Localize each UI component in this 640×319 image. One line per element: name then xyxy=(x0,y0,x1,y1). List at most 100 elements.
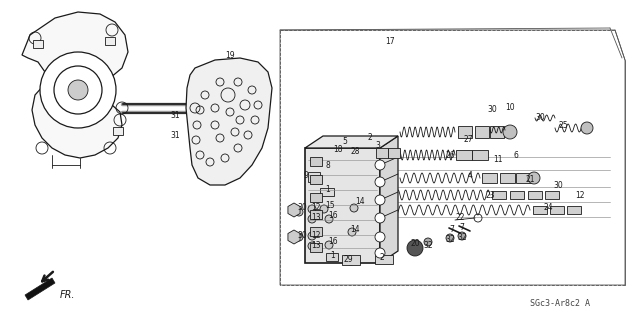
Text: 26: 26 xyxy=(445,151,455,160)
Text: 28: 28 xyxy=(350,147,360,157)
Text: 30: 30 xyxy=(535,114,545,122)
Text: 25: 25 xyxy=(558,121,568,130)
Circle shape xyxy=(308,215,316,223)
Circle shape xyxy=(424,238,432,246)
Polygon shape xyxy=(380,136,398,263)
Circle shape xyxy=(375,195,385,205)
Circle shape xyxy=(350,204,358,212)
Text: 18: 18 xyxy=(333,145,343,154)
Text: 1: 1 xyxy=(326,186,330,195)
Circle shape xyxy=(68,80,88,100)
Bar xyxy=(500,173,515,183)
Circle shape xyxy=(458,232,466,240)
Text: 8: 8 xyxy=(326,160,330,169)
Bar xyxy=(326,253,338,261)
Circle shape xyxy=(40,52,116,128)
Bar xyxy=(516,173,531,183)
Circle shape xyxy=(348,228,356,236)
Circle shape xyxy=(375,248,385,258)
Circle shape xyxy=(295,233,303,241)
Bar xyxy=(376,148,388,158)
Text: 16: 16 xyxy=(328,238,338,247)
Text: 7: 7 xyxy=(460,224,465,233)
Circle shape xyxy=(375,177,385,187)
Circle shape xyxy=(528,172,540,184)
Circle shape xyxy=(308,205,316,213)
Circle shape xyxy=(325,215,333,223)
Text: 23: 23 xyxy=(485,190,495,199)
Bar xyxy=(320,188,334,196)
Text: 12: 12 xyxy=(311,204,321,212)
Text: 13: 13 xyxy=(311,241,321,249)
Text: 16: 16 xyxy=(328,211,338,219)
Text: 11: 11 xyxy=(493,155,503,165)
Bar xyxy=(533,206,547,214)
Text: 29: 29 xyxy=(343,256,353,264)
Bar xyxy=(310,243,322,252)
Text: 2: 2 xyxy=(367,133,372,143)
Text: SGc3-Ar8c2 A: SGc3-Ar8c2 A xyxy=(530,299,590,308)
Bar xyxy=(375,255,393,264)
Circle shape xyxy=(375,160,385,170)
Text: 31: 31 xyxy=(170,130,180,139)
Text: 12: 12 xyxy=(311,231,321,240)
Text: 30: 30 xyxy=(553,181,563,189)
Bar xyxy=(33,40,43,48)
Bar xyxy=(545,191,559,199)
Bar xyxy=(550,206,564,214)
Bar xyxy=(113,127,123,135)
Text: 27: 27 xyxy=(463,136,473,145)
Circle shape xyxy=(295,208,303,216)
Polygon shape xyxy=(288,230,300,244)
Polygon shape xyxy=(305,136,398,148)
Bar xyxy=(310,210,322,219)
Circle shape xyxy=(308,232,316,240)
Text: 24: 24 xyxy=(543,204,553,212)
Polygon shape xyxy=(25,278,55,300)
Text: 6: 6 xyxy=(513,151,518,160)
Text: 22: 22 xyxy=(455,213,465,222)
Text: 19: 19 xyxy=(225,50,235,60)
Bar xyxy=(528,191,542,199)
Text: 12: 12 xyxy=(575,190,585,199)
Bar xyxy=(482,173,497,183)
Text: 1: 1 xyxy=(331,250,335,259)
Text: FR.: FR. xyxy=(60,290,76,300)
Polygon shape xyxy=(186,58,272,185)
Circle shape xyxy=(375,232,385,242)
Text: 21: 21 xyxy=(525,175,535,184)
Bar xyxy=(472,150,488,160)
Text: 20: 20 xyxy=(410,239,420,248)
Text: 30: 30 xyxy=(487,106,497,115)
Text: 9: 9 xyxy=(303,170,308,180)
Text: 7: 7 xyxy=(449,226,454,234)
Circle shape xyxy=(503,125,517,139)
Circle shape xyxy=(325,241,333,249)
Bar xyxy=(105,37,115,45)
Text: 2: 2 xyxy=(380,254,385,263)
Bar xyxy=(388,148,400,158)
Bar xyxy=(475,126,489,138)
Bar xyxy=(510,191,524,199)
Bar xyxy=(490,126,504,138)
Circle shape xyxy=(407,240,423,256)
Circle shape xyxy=(446,234,454,242)
Text: 13: 13 xyxy=(311,213,321,222)
Text: 30: 30 xyxy=(297,204,307,212)
Bar xyxy=(567,206,581,214)
Text: 14: 14 xyxy=(350,226,360,234)
Circle shape xyxy=(375,213,385,223)
Text: 15: 15 xyxy=(325,201,335,210)
Bar xyxy=(305,148,380,263)
Text: 31: 31 xyxy=(170,110,180,120)
Text: 4: 4 xyxy=(468,170,472,180)
Bar xyxy=(458,126,472,138)
Text: 10: 10 xyxy=(505,103,515,113)
Polygon shape xyxy=(288,203,300,217)
Bar xyxy=(310,175,322,184)
Bar xyxy=(492,191,506,199)
Bar xyxy=(310,193,322,202)
Text: 3: 3 xyxy=(376,140,380,150)
Bar xyxy=(308,172,320,182)
Text: 30: 30 xyxy=(297,231,307,240)
